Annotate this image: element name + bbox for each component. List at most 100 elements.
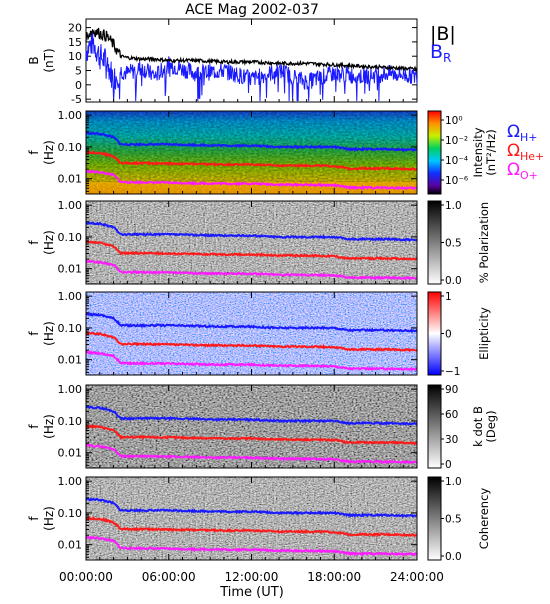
colorbar-tick-label: 1 (445, 291, 452, 303)
f-ytick-label: 0.10 (58, 322, 83, 335)
colorbar-label-line: Intensity (471, 127, 485, 177)
colorbar-label-line: (nT²/Hz) (484, 129, 498, 175)
ellipticity-omega-h-line (86, 311, 417, 334)
f-ylabel-line1: f (27, 331, 41, 336)
kdotb-omega-h-line (86, 405, 417, 426)
figure-title: ACE Mag 2002-037 (185, 2, 319, 18)
colorbar-tick-label: 0.5 (445, 514, 462, 526)
f-ytick-label: 1.00 (58, 109, 83, 122)
colorbar-label-line: k dot B (471, 406, 485, 447)
f-ylabel-line2: (Hz) (42, 414, 56, 439)
series-b-magnitude-line (85, 27, 418, 72)
time-tick-label: 00:00:00 (59, 570, 113, 584)
f-ytick-label: 1.00 (58, 475, 83, 488)
colorbar-tick-label: 10⁰ (445, 115, 463, 127)
f-ylabel-line2: (Hz) (42, 230, 56, 255)
coherency-colorbar (427, 476, 442, 561)
f-ytick-label: 0.01 (58, 539, 83, 552)
colorbar-tick-label: 0.5 (445, 238, 462, 250)
f-ylabel-line2: (Hz) (42, 506, 56, 531)
intensity-colorbar (427, 110, 442, 195)
f-ylabel-line2: (Hz) (42, 321, 56, 346)
b-ylabel: B (nT) (27, 48, 56, 72)
f-ytick-label: 0.01 (58, 447, 83, 460)
b-ytick-label: 15 (68, 36, 82, 49)
colorbar-tick-label: 1.0 (445, 200, 462, 212)
kdotb-omega-o-line (86, 443, 417, 465)
coherency-spectrogram (86, 477, 417, 560)
b-ytick-label: 5 (75, 65, 82, 78)
panel-b-frame (85, 18, 418, 103)
series-br-line (85, 29, 418, 102)
f-ytick-label: 1.00 (58, 199, 83, 212)
intensity-texture (86, 111, 417, 194)
b-ytick-label: 0 (75, 79, 82, 92)
b-ytick-label: 20 (68, 22, 82, 35)
colorbar-label-line: % Polarization (477, 202, 491, 283)
ellipticity-texture (86, 292, 417, 375)
f-ytick-label: 1.00 (58, 290, 83, 303)
b-ytick-label: 10 (68, 50, 82, 63)
f-ylabel-line2: (Hz) (42, 140, 56, 165)
f-ytick-label: 0.10 (58, 231, 83, 244)
polarization-colorbar-label: % Polarization (477, 202, 491, 283)
kdotb-omega-he-line (86, 423, 417, 446)
f-ylabel-line1: f (27, 240, 41, 245)
colorbar-tick-label: 10⁻⁴ (445, 155, 468, 167)
time-tick-label: 06:00:00 (142, 570, 196, 584)
intensity-colorbar-label: Intensity (nT²/Hz) (471, 127, 498, 177)
legend-b-magnitude: |B| (430, 23, 456, 45)
colorbar-label-line: (Deg) (484, 410, 498, 442)
b-ylabel-line1: B (27, 56, 41, 64)
kdotb-ylabel: f (Hz) (27, 414, 56, 439)
intensity-omega-h-line (86, 131, 417, 153)
f-ytick-label: 1.00 (58, 383, 83, 396)
kdotb-spectrogram (86, 385, 417, 468)
panel-polarization: 1.000.100.01f (Hz)1.00.50.0% Polarization (27, 199, 491, 287)
b-ytick-label: -5 (71, 93, 82, 106)
colorbar-tick-label: 0.0 (445, 275, 462, 287)
kdotb-colorbar (427, 384, 442, 469)
ellipticity-colorbar-label: Ellipticity (477, 307, 491, 360)
time-axis-label: Time (UT) (219, 585, 284, 600)
intensity-ylabel: f (Hz) (27, 140, 56, 165)
coherency-omega-o-line (86, 535, 417, 557)
f-ytick-label: 0.10 (58, 415, 83, 428)
coherency-ylabel: f (Hz) (27, 506, 56, 531)
colorbar-tick-label: 90 (445, 384, 458, 396)
f-ytick-label: 0.10 (58, 141, 83, 154)
kdotb-colorbar-label: k dot B (Deg) (471, 406, 498, 447)
ellipticity-colorbar (427, 291, 442, 376)
polarization-ylabel: f (Hz) (27, 230, 56, 255)
polarization-spectrogram (86, 201, 417, 284)
intensity-spectrogram (86, 111, 417, 194)
ellipticity-omega-he-line (86, 331, 417, 353)
coherency-colorbar-label: Coherency (477, 488, 491, 550)
colorbar-label-line: Coherency (477, 488, 491, 550)
colorbar-tick-label: 10⁻² (445, 135, 468, 147)
colorbar-tick-label: 0.0 (445, 551, 462, 563)
f-ytick-label: 0.10 (58, 507, 83, 520)
intensity-omega-o-line (86, 169, 417, 191)
f-ytick-label: 0.01 (58, 354, 83, 367)
colorbar-tick-label: 0 (445, 329, 452, 341)
coherency-omega-h-line (86, 497, 417, 519)
colorbar-tick-label: 60 (445, 409, 458, 421)
intensity-omega-he-line (86, 149, 417, 172)
time-tick-label: 12:00:00 (225, 570, 279, 584)
legend-omega-o: ΩO+ (507, 160, 538, 182)
polarization-omega-he-line (86, 240, 417, 262)
polarization-colorbar (427, 200, 442, 285)
polarization-omega-h-line (86, 221, 417, 243)
colorbar-tick-label: 0 (445, 459, 452, 471)
colorbar-tick-label: 1.0 (445, 476, 462, 488)
ellipticity-spectrogram (86, 292, 417, 375)
f-ylabel-line1: f (27, 516, 41, 521)
time-tick-label: 18:00:00 (307, 570, 361, 584)
f-ylabel-line1: f (27, 150, 41, 155)
f-ylabel-line1: f (27, 424, 41, 429)
